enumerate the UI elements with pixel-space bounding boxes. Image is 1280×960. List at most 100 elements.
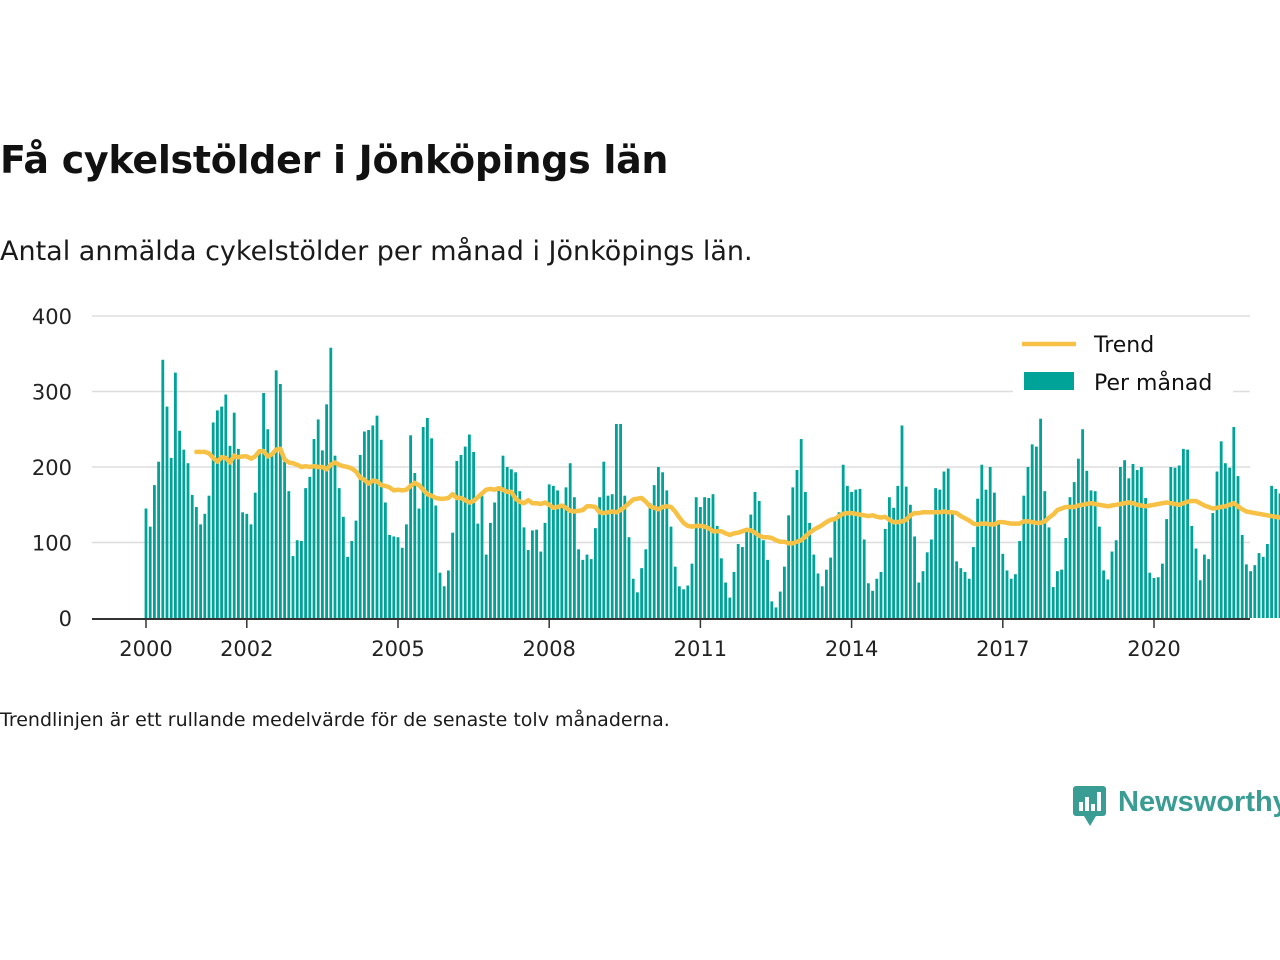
bar (783, 566, 786, 618)
bar (715, 525, 719, 618)
bar (1026, 467, 1030, 618)
bar (564, 487, 568, 618)
chart-title: Få cykelstölder i Jönköpings län (0, 138, 669, 182)
bar (1014, 574, 1017, 618)
bar (1190, 525, 1194, 618)
bar (153, 485, 156, 618)
bar (930, 539, 933, 618)
bar (1144, 497, 1147, 618)
bar (350, 540, 354, 618)
bar (1030, 444, 1034, 618)
x-tick-label: 2008 (522, 637, 575, 661)
bar (1274, 488, 1278, 618)
x-tick-label: 2020 (1127, 637, 1180, 661)
bar (867, 583, 870, 618)
bar-chart: 0 100 200 300 400 2000 2002 2005 2008 2011 2014 20… (32, 305, 1280, 661)
bar (1148, 572, 1152, 618)
y-tick-label: 300 (32, 381, 72, 405)
bar (1102, 570, 1105, 618)
bar (946, 468, 950, 618)
bar (858, 488, 862, 618)
bar (1064, 537, 1068, 618)
bar (967, 578, 971, 618)
bar (270, 453, 274, 618)
x-tick-label: 2011 (674, 637, 727, 661)
bar (606, 495, 610, 618)
bar (363, 431, 366, 618)
bar (1123, 460, 1126, 618)
bar (862, 539, 866, 618)
bar (1161, 563, 1164, 618)
bar (1194, 548, 1198, 618)
bar (472, 451, 475, 618)
bar (220, 406, 223, 618)
bar (480, 495, 484, 618)
bar (820, 586, 824, 618)
bar (1135, 470, 1139, 618)
bar (1140, 467, 1143, 618)
bar (959, 568, 963, 618)
bar (505, 467, 509, 618)
bar (1009, 578, 1013, 618)
bar (1093, 491, 1097, 618)
bar (1215, 471, 1219, 618)
bar (657, 467, 660, 618)
bar (640, 568, 643, 618)
bar (1119, 467, 1122, 618)
bar (1106, 579, 1110, 618)
bar (216, 410, 219, 618)
bar (1127, 478, 1131, 618)
bar (493, 502, 496, 618)
bar (871, 590, 874, 618)
bar (417, 508, 421, 618)
bar (904, 486, 908, 618)
bar (707, 497, 711, 618)
legend-bars-label: Per månad (1094, 370, 1212, 396)
bar (602, 461, 606, 618)
bar (207, 495, 211, 618)
bar (686, 585, 690, 618)
bar (1182, 448, 1185, 618)
bar (489, 522, 492, 618)
bar (682, 589, 685, 618)
bar (451, 532, 454, 618)
bar (1245, 564, 1248, 618)
footnote: Trendlinjen är ett rullande medelvärde f… (0, 709, 670, 731)
bar (371, 425, 375, 618)
bar (883, 528, 887, 618)
legend-trend-label: Trend (1093, 333, 1154, 358)
bar (1114, 540, 1118, 618)
bar (405, 524, 408, 618)
bar (547, 484, 551, 618)
bar (300, 540, 303, 618)
bar (283, 461, 286, 618)
bar (909, 504, 912, 618)
bar (1068, 497, 1072, 618)
bar (917, 582, 921, 618)
bar (455, 460, 459, 618)
bar (589, 559, 593, 618)
bar (375, 415, 379, 618)
bar (627, 537, 631, 618)
bar (384, 502, 387, 618)
bar (673, 566, 677, 618)
bar (556, 490, 559, 618)
bar (598, 497, 601, 618)
bar (938, 489, 942, 618)
bar (468, 434, 471, 618)
bar (316, 419, 320, 618)
bar (400, 547, 404, 618)
bar (648, 503, 652, 618)
bar (224, 394, 228, 618)
bar (812, 554, 816, 618)
bar (1177, 465, 1181, 618)
bar (1257, 553, 1261, 618)
bar (594, 528, 597, 618)
bar (791, 487, 795, 618)
bar (510, 469, 513, 618)
bar (199, 524, 202, 618)
bar (984, 489, 988, 618)
bar (367, 430, 370, 618)
x-tick-label: 2000 (119, 637, 172, 661)
bar (333, 455, 337, 618)
